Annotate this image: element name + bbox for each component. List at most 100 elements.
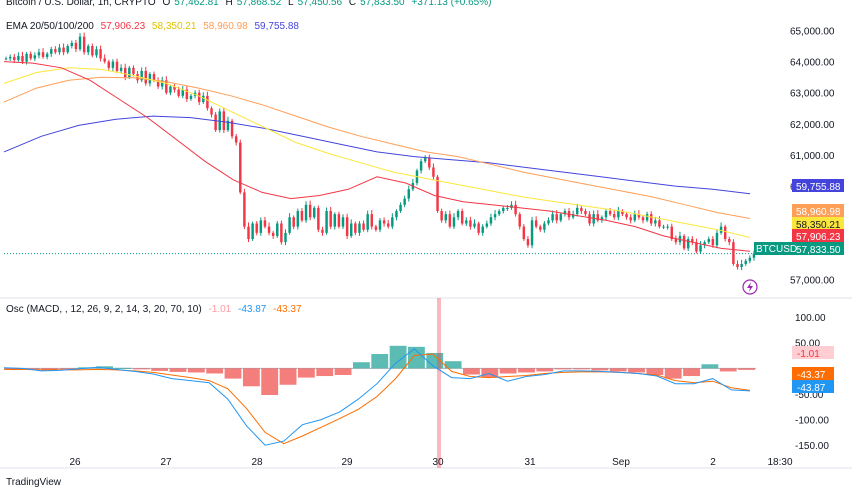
macd-tick-label: -150.00 [795, 441, 829, 452]
candle-body [37, 52, 41, 56]
macd-histogram-bar [132, 368, 150, 370]
candle-body [514, 204, 517, 215]
candle-body [50, 49, 53, 54]
lightning-icon[interactable] [742, 279, 758, 295]
candle-body [436, 176, 439, 212]
macd-histogram-bar [518, 368, 535, 373]
macd-tag-label: -43.87 [797, 383, 826, 394]
candle-body [629, 217, 632, 221]
time-tick-label: 26 [69, 457, 81, 468]
candle-body [617, 211, 620, 218]
candle-body [682, 235, 686, 249]
candle-body [181, 89, 184, 96]
time-tick-label: 27 [160, 457, 172, 468]
candle-body [423, 158, 427, 162]
candle-body [33, 55, 37, 59]
time-tick-label: 29 [341, 457, 353, 468]
osc-hist-value: -1.01 [208, 304, 232, 315]
price-tick-label: 63,000.00 [790, 89, 835, 100]
candle-body [308, 204, 312, 218]
candle-body [300, 211, 304, 221]
candle-body [654, 220, 657, 224]
macd-histogram-bar [224, 368, 242, 379]
candle-body [41, 52, 45, 57]
candle-body [584, 211, 587, 215]
candle-body [87, 46, 90, 53]
price-tick-label: 57,000.00 [790, 276, 835, 287]
candle-body [497, 211, 501, 215]
candle-body [649, 214, 653, 224]
candle-body [621, 211, 624, 215]
candle-body [185, 89, 189, 99]
candle-body [641, 217, 645, 221]
candle-body [296, 211, 300, 227]
candle-body [333, 214, 337, 227]
candle-body [576, 207, 579, 215]
macd-histogram-bar [187, 368, 205, 373]
candle-body [45, 53, 49, 57]
candle-body [284, 232, 287, 243]
candle-body [403, 198, 406, 205]
candle-body [711, 239, 715, 246]
ema20-line [3, 61, 751, 252]
symbol-tag-label: BTCUSD [756, 244, 797, 255]
candle-body [551, 214, 554, 221]
candle-body [543, 223, 546, 230]
macd-histogram-bar [408, 346, 425, 369]
candle-body [370, 214, 374, 227]
candle-body [329, 211, 332, 227]
candle-body [366, 214, 369, 230]
macd-tag-box [792, 346, 834, 359]
macd-pane [3, 298, 755, 468]
candle-body [82, 36, 86, 53]
candle-body [555, 214, 558, 221]
macd-histogram-bar [573, 368, 590, 370]
candle-body [666, 226, 669, 228]
time-axis[interactable]: 26 27 28 29 30 31 Sep 2 18:30 [69, 457, 793, 468]
candle-body [321, 229, 324, 233]
ema-label: EMA 20/50/100/200 [6, 21, 94, 32]
candle-body [202, 95, 205, 103]
candle-body [580, 207, 583, 212]
candle-body [111, 61, 115, 68]
candle-body [156, 80, 160, 87]
candle-body [645, 214, 649, 221]
macd-histogram-bar [628, 368, 645, 373]
candle-body [345, 217, 349, 236]
macd-histogram-bar [59, 368, 77, 370]
price-tag-box [792, 204, 844, 217]
candle-body [419, 161, 423, 171]
candle-body [78, 36, 82, 50]
macd-histogram-bar [389, 345, 407, 369]
osc-label: Osc (MACD, , 12, 26, 9, 2, 14, 3, 20, 70… [6, 304, 202, 315]
candle-body [625, 214, 628, 218]
candle-body [259, 220, 263, 233]
candle-body [444, 214, 447, 221]
candle-body [608, 211, 612, 215]
candle-body [62, 47, 65, 53]
candle-body [452, 217, 456, 227]
candle-body [148, 74, 152, 84]
candle-body [21, 55, 24, 62]
candle-body [633, 214, 637, 221]
ema-legend[interactable]: EMA 20/50/100/200 57,906.23 58,350.21 58… [6, 21, 303, 33]
osc-legend[interactable]: Osc (MACD, , 12, 26, 9, 2, 14, 3, 20, 70… [6, 304, 306, 316]
macd-tag-box [792, 367, 834, 380]
tradingview-logo[interactable]: TradingView [6, 477, 61, 488]
macd-histogram-bar [664, 368, 682, 379]
candle-body [58, 47, 61, 53]
candle-body [493, 214, 497, 218]
candle-body [243, 192, 246, 227]
candle-body [547, 220, 550, 224]
macd-histogram-bar [591, 368, 609, 371]
candle-body [559, 214, 563, 221]
candle-body [74, 42, 78, 50]
candle-body [485, 223, 489, 227]
macd-tick-label: -100.00 [795, 416, 829, 427]
macd-tick-label: 100.00 [795, 313, 826, 324]
candle-body [518, 214, 521, 227]
price-tick-label: 65,000.00 [790, 26, 835, 37]
macd-histogram-bar [261, 368, 279, 395]
